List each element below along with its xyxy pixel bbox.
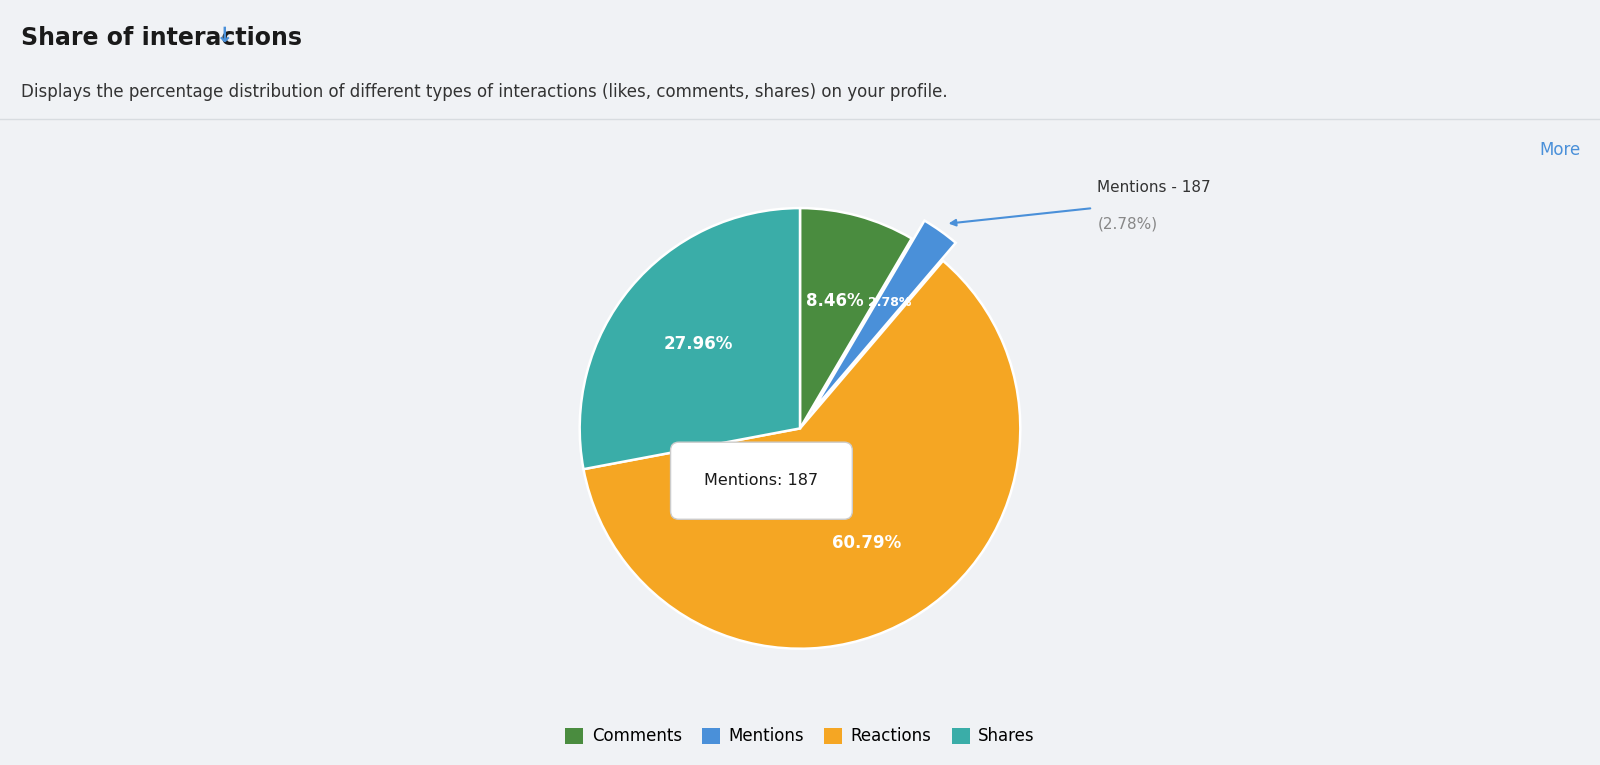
Wedge shape [579,208,800,469]
Text: More: More [1539,142,1581,159]
Text: 8.46%: 8.46% [806,292,864,310]
Wedge shape [813,220,955,411]
Text: ↓: ↓ [216,26,234,46]
Text: Share of interactions: Share of interactions [21,26,302,50]
Wedge shape [584,261,1021,649]
Text: Mentions: 187: Mentions: 187 [704,474,819,488]
Text: 60.79%: 60.79% [832,534,901,552]
Text: 27.96%: 27.96% [664,335,733,353]
Text: (2.78%): (2.78%) [1098,217,1157,232]
Wedge shape [800,208,912,428]
Text: Mentions - 187: Mentions - 187 [1098,180,1211,195]
Legend: Comments, Mentions, Reactions, Shares: Comments, Mentions, Reactions, Shares [558,721,1042,752]
FancyBboxPatch shape [670,442,853,519]
Text: Displays the percentage distribution of different types of interactions (likes, : Displays the percentage distribution of … [21,83,947,101]
Text: 2.78%: 2.78% [867,296,910,309]
